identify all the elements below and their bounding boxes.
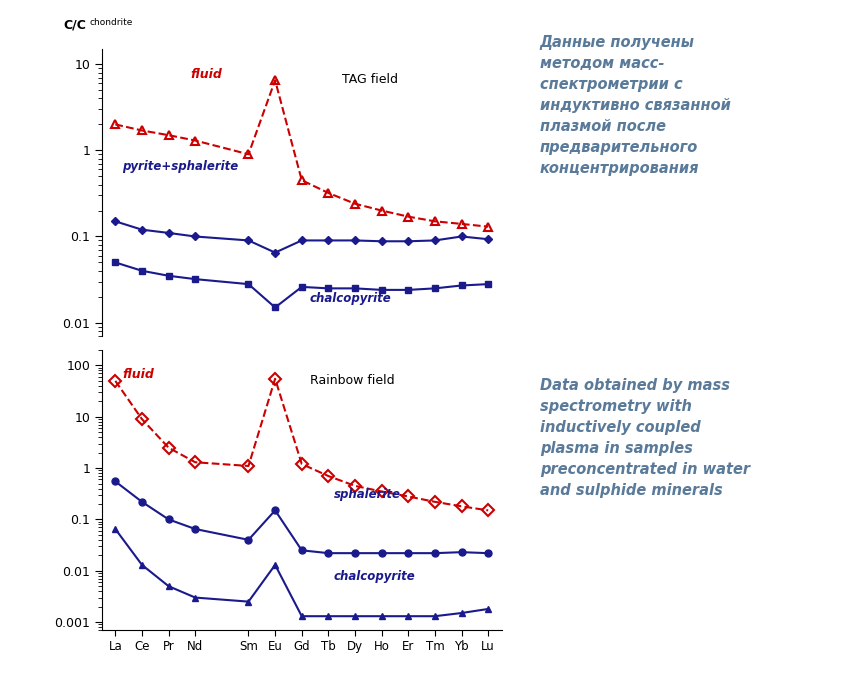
Text: C/C: C/C bbox=[64, 18, 87, 32]
Text: fluid: fluid bbox=[122, 368, 154, 381]
Text: Данные получены
методом масс-
спектрометрии с
индуктивно связанной
плазмой после: Данные получены методом масс- спектромет… bbox=[540, 35, 731, 176]
Text: chalcopyrite: chalcopyrite bbox=[334, 570, 416, 582]
Text: chalcopyrite: chalcopyrite bbox=[309, 292, 392, 304]
Text: chondrite: chondrite bbox=[89, 18, 133, 27]
Text: TAG field: TAG field bbox=[342, 74, 398, 86]
Text: Data obtained by mass
spectrometry with
inductively coupled
plasma in samples
pr: Data obtained by mass spectrometry with … bbox=[540, 378, 750, 498]
Text: pyrite+sphalerite: pyrite+sphalerite bbox=[122, 160, 238, 172]
Text: fluid: fluid bbox=[190, 68, 222, 80]
Text: sphalerite: sphalerite bbox=[334, 489, 400, 501]
Text: Rainbow field: Rainbow field bbox=[309, 374, 394, 386]
